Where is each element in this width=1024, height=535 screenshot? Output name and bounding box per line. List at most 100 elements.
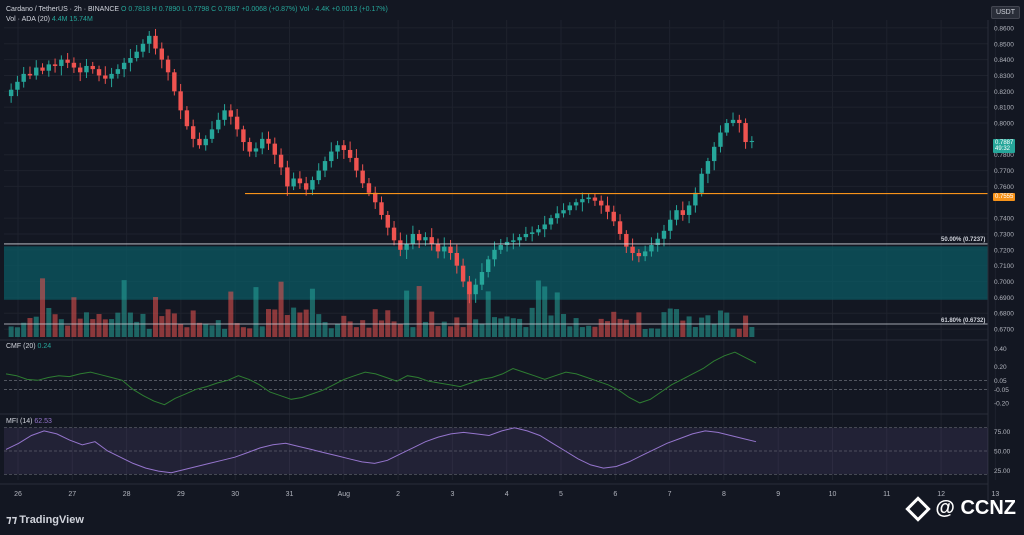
volume-bar (90, 319, 96, 337)
candle-body (241, 129, 246, 143)
symbol-title: Cardano / TetherUS · 2h · BINANCE (6, 6, 120, 13)
volume-bar (667, 308, 673, 337)
candle-body (737, 119, 742, 124)
volume-bar (121, 280, 127, 337)
volume-bar (736, 328, 742, 337)
candle-body (153, 35, 158, 49)
volume-bar (378, 320, 385, 337)
candle-body (448, 246, 453, 253)
volume-bar (278, 281, 284, 337)
volume-bar (134, 321, 140, 337)
price-tick-label: 0.7000 (994, 279, 1014, 286)
volume-bar (153, 297, 159, 337)
time-axis: 26 27 28 29 30 31 Aug 2 3 4 5 6 7 8 9 10 11 12 13 (14, 491, 999, 498)
candle-body (473, 284, 478, 295)
volume-bar (165, 309, 171, 337)
volume-bar (441, 321, 447, 337)
candle-body (8, 89, 14, 97)
candle-body (486, 259, 491, 273)
candle-body (693, 192, 698, 206)
price-tick-label: 0.7400 (994, 216, 1014, 223)
price-tick-label: 0.8100 (994, 105, 1014, 112)
cmf-label: CMF (20) (6, 343, 36, 350)
cmf-tick-label: 0.40 (994, 346, 1007, 353)
candle-body (492, 249, 497, 260)
volume-bar (83, 312, 89, 337)
candle-body (247, 142, 252, 152)
candle-body (542, 224, 547, 230)
candle-body (561, 210, 566, 214)
tv-mark-icon: ⁊⁊ (6, 514, 18, 526)
volume-bar (636, 312, 642, 337)
candle-body (103, 75, 108, 79)
candle-body (65, 59, 70, 63)
mfi-label: MFI (14) (6, 418, 33, 425)
time-tick-label: 30 (231, 491, 239, 498)
volume-bar (96, 314, 102, 337)
mfi-tick-label: 75.00 (994, 429, 1011, 436)
volume-bar (240, 327, 246, 337)
time-tick-label: 27 (68, 491, 76, 498)
candle-body (34, 67, 39, 76)
volume-bar (222, 328, 228, 337)
candle-body (228, 110, 234, 117)
price-tick-label: 0.7200 (994, 247, 1014, 254)
volume-bar (184, 327, 190, 337)
volume-bar (561, 314, 567, 337)
candle-body (460, 265, 466, 282)
candle-body (523, 233, 529, 238)
candle-body (172, 72, 177, 92)
candle-body (724, 123, 729, 133)
fib-618-label: 61.80% (0.6732) (941, 318, 986, 324)
candle-body (278, 154, 284, 168)
volume-bar (397, 323, 403, 337)
time-tick-label: 4 (505, 491, 509, 498)
currency-button[interactable]: USDT (990, 6, 1020, 19)
candle-body (366, 183, 372, 193)
price-tick-label: 0.6900 (994, 295, 1014, 302)
candle-body (630, 246, 635, 253)
candle-body (190, 126, 196, 139)
price-tick-label: 0.7300 (994, 231, 1014, 238)
volume-bar (21, 322, 27, 337)
candle-body (71, 62, 77, 68)
candle-body (285, 167, 290, 187)
candle-body (165, 59, 171, 73)
candle-body (84, 65, 89, 73)
candle-body (649, 245, 654, 252)
current-price-tag: 0.7887 49:32 (993, 139, 1016, 153)
candle-body (536, 229, 541, 233)
ohlc-values: O 0.7818 H 0.7890 L 0.7798 C 0.7887 +0.0… (121, 6, 298, 13)
candle-body (404, 243, 409, 250)
candle-body (115, 69, 121, 74)
volume-bar (146, 328, 152, 337)
volume-bar (692, 326, 698, 337)
volume-bar (77, 318, 83, 337)
volume-bar (58, 319, 64, 337)
candle-body (272, 143, 277, 155)
volume-bar (303, 309, 309, 337)
price-tick-label: 0.8300 (994, 73, 1014, 80)
volume-bar (686, 316, 692, 337)
candle-body (467, 281, 472, 295)
candle-body (712, 146, 717, 162)
volume-indicator-values: 4.4M 15.74M (51, 16, 93, 23)
candle-body (479, 272, 485, 285)
candle-body (661, 230, 667, 239)
candle-body (310, 180, 315, 190)
time-tick-label: Aug (338, 491, 351, 498)
candle-body (454, 252, 460, 266)
ccnz-watermark: @ CCNZ (905, 495, 1016, 522)
volume-bar (159, 316, 165, 337)
volume-bar (460, 327, 466, 337)
volume-bar (203, 323, 209, 337)
candle-body (140, 43, 146, 52)
volume-bar (215, 320, 221, 337)
volume-bar (259, 326, 265, 337)
candle-body (197, 138, 202, 146)
candle-body (567, 205, 573, 211)
volume-bar (178, 323, 184, 337)
candle-body (347, 149, 353, 158)
candle-body (699, 173, 704, 193)
